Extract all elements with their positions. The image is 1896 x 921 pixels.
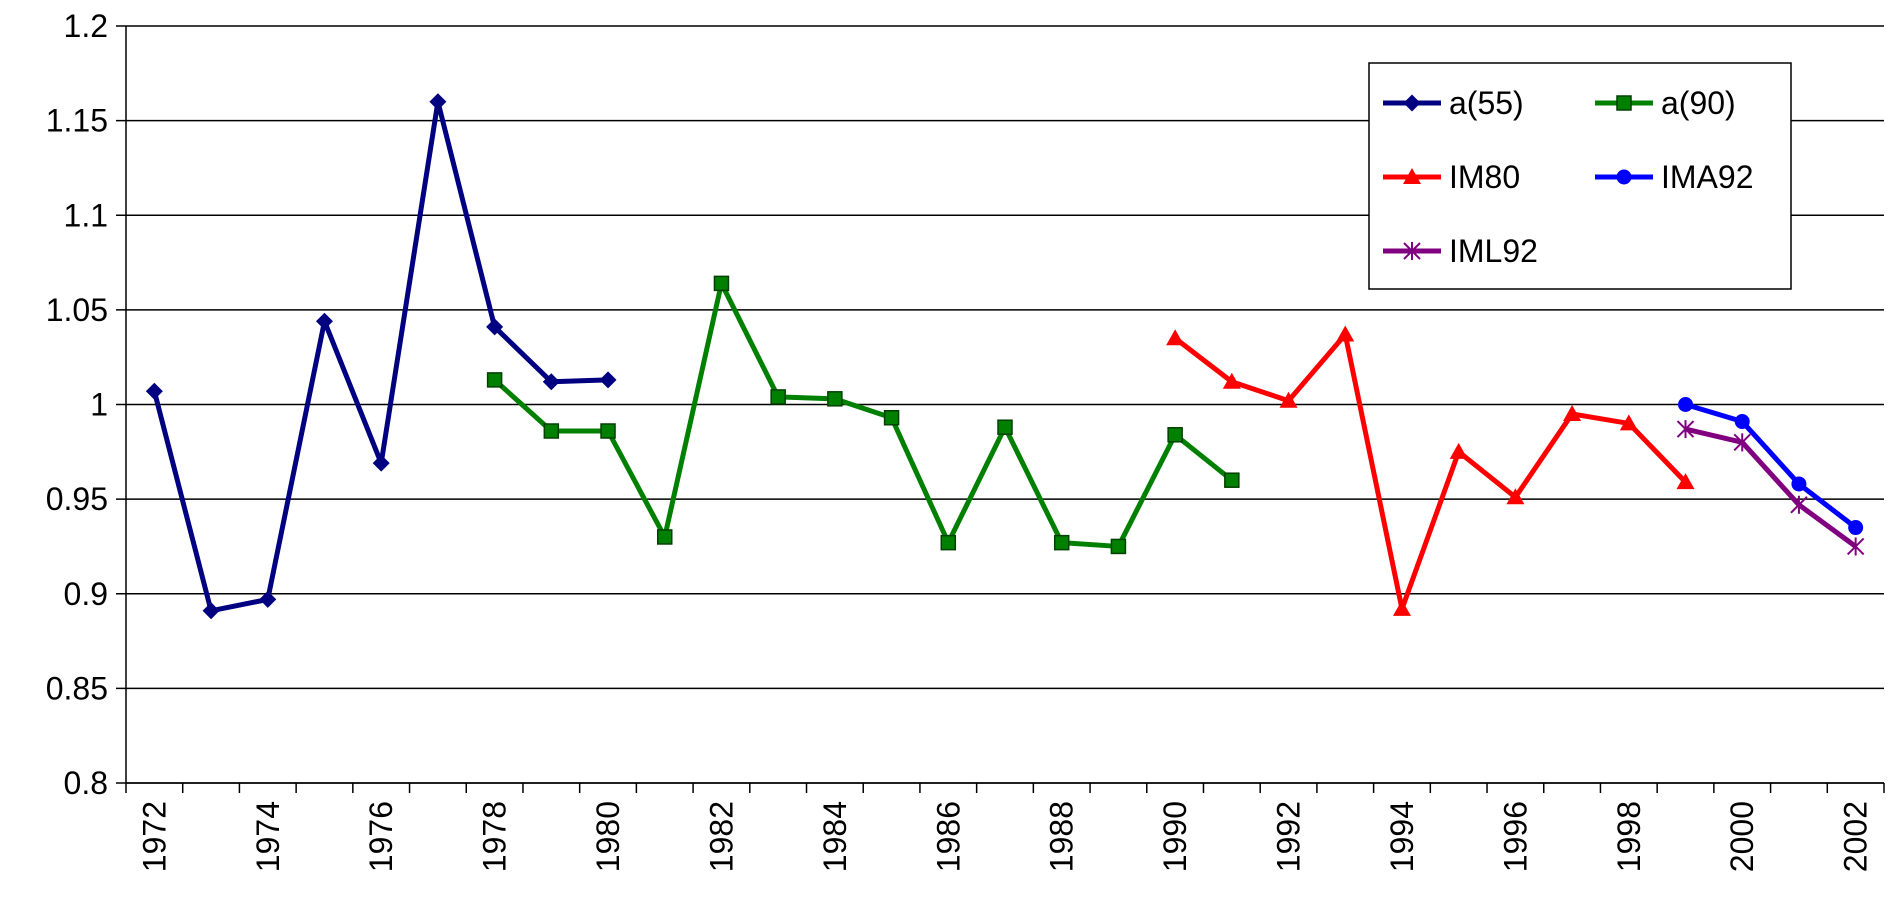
marker (1053, 534, 1070, 551)
marker (543, 423, 560, 439)
marker (770, 389, 786, 405)
marker (1848, 520, 1864, 536)
marker (1449, 442, 1468, 459)
legend-label: IM80 (1449, 159, 1520, 195)
marker (1676, 420, 1695, 439)
x-tick-label: 1990 (1157, 801, 1193, 872)
legend-marker (1403, 242, 1421, 260)
y-tick-label: 1.15 (46, 103, 108, 139)
marker (486, 372, 503, 388)
marker (429, 93, 447, 111)
marker (1619, 414, 1638, 431)
series-line (1173, 331, 1688, 612)
legend-marker (1403, 94, 1421, 112)
marker (1678, 397, 1694, 412)
marker (542, 373, 560, 391)
legend-label: IMA92 (1661, 159, 1753, 195)
y-tick-label: 0.8 (64, 765, 108, 801)
marker (1791, 476, 1807, 492)
marker (600, 423, 616, 439)
marker (940, 534, 957, 551)
x-tick-label: 1980 (590, 801, 626, 872)
marker (827, 391, 843, 407)
marker (1167, 427, 1183, 443)
y-tick-label: 0.9 (64, 576, 108, 612)
x-tick-label: 1972 (136, 801, 172, 872)
y-tick-label: 1.1 (64, 197, 108, 233)
marker (656, 529, 673, 545)
marker (1846, 537, 1865, 556)
marker (599, 371, 617, 389)
legend-label: a(55) (1449, 85, 1524, 121)
legend: a(55) a(90) IM80 IMA92 IML92 (1368, 62, 1792, 290)
marker (1392, 599, 1411, 616)
marker (1224, 472, 1240, 488)
marker (202, 602, 220, 620)
marker (1166, 329, 1185, 346)
legend-marker (1403, 168, 1421, 184)
marker (486, 318, 504, 336)
x-tick-label: 2002 (1838, 801, 1874, 872)
x-tick-label: 1974 (250, 801, 286, 872)
x-tick-label: 1988 (1044, 801, 1080, 872)
marker (1222, 372, 1241, 389)
marker (1563, 404, 1582, 421)
marker (1336, 325, 1355, 342)
series-line (151, 99, 609, 614)
series-line (492, 280, 1234, 549)
marker (145, 382, 163, 400)
marker (713, 275, 730, 292)
marker (883, 409, 900, 426)
marker (1790, 495, 1808, 514)
x-tick-label: 1994 (1384, 801, 1420, 872)
y-tick-label: 1.05 (46, 292, 108, 328)
x-tick-label: 1996 (1497, 801, 1533, 872)
marker (1734, 414, 1750, 430)
x-tick-label: 1984 (817, 801, 853, 872)
x-tick-label: 1998 (1611, 801, 1647, 872)
marker (997, 419, 1013, 435)
x-tick-label: 1978 (477, 801, 513, 872)
y-tick-label: 1.2 (64, 8, 108, 44)
marker (259, 590, 277, 608)
marker (1110, 538, 1127, 555)
legend-marker (1616, 95, 1632, 111)
x-tick-label: 1982 (703, 801, 739, 872)
marker (1506, 488, 1525, 505)
marker (1676, 473, 1695, 490)
marker (1733, 433, 1751, 452)
x-tick-label: 1986 (930, 801, 966, 872)
marker (315, 312, 333, 330)
legend-label: a(90) (1661, 85, 1736, 121)
x-tick-label: 1976 (363, 801, 399, 872)
legend-label: IML92 (1449, 233, 1538, 269)
series-line (1684, 402, 1858, 530)
marker (372, 454, 390, 472)
y-tick-label: 1 (90, 387, 108, 423)
legend-marker (1616, 169, 1632, 185)
y-tick-label: 0.85 (46, 670, 108, 706)
series-line (1684, 426, 1858, 549)
x-tick-label: 2000 (1724, 801, 1760, 872)
marker (1279, 391, 1298, 408)
y-tick-label: 0.95 (46, 481, 108, 517)
x-tick-label: 1992 (1271, 801, 1307, 872)
